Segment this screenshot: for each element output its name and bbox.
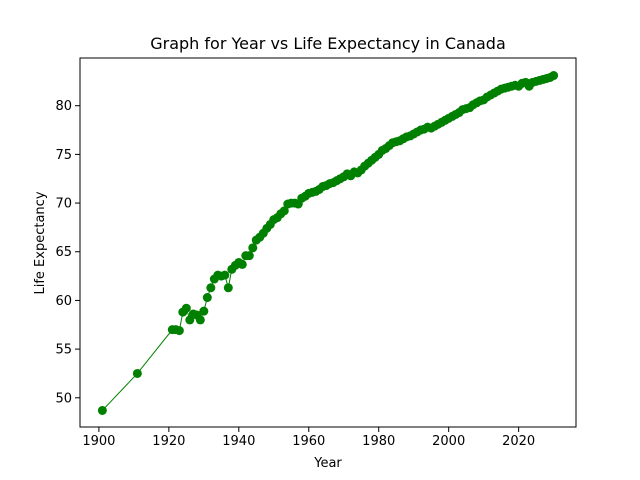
x-axis-label: Year [313, 456, 342, 471]
x-tick-label: 1900 [82, 434, 115, 449]
x-tick-label: 2000 [432, 434, 465, 449]
y-tick-label: 65 [55, 245, 72, 260]
data-point [203, 293, 212, 302]
data-point [133, 369, 142, 378]
data-point [98, 406, 107, 415]
data-point [245, 251, 254, 260]
data-point [199, 307, 208, 316]
y-tick-label: 60 [55, 294, 72, 309]
data-point [549, 71, 558, 80]
data-point [175, 326, 184, 335]
x-tick-label: 1960 [292, 434, 325, 449]
y-tick-label: 50 [55, 391, 72, 406]
y-tick-label: 80 [55, 99, 72, 114]
x-tick-label: 1940 [222, 434, 255, 449]
y-axis-label: Life Expectancy [33, 191, 48, 294]
data-point [224, 283, 233, 292]
y-tick-label: 55 [55, 343, 72, 358]
chart-title: Graph for Year vs Life Expectancy in Can… [150, 34, 506, 53]
data-point [196, 315, 205, 324]
data-point [248, 243, 257, 252]
data-point [220, 271, 229, 280]
data-point [206, 283, 215, 292]
y-tick-label: 75 [55, 148, 72, 163]
x-tick-label: 1980 [362, 434, 395, 449]
x-tick-label: 2020 [502, 434, 535, 449]
data-point [238, 260, 247, 269]
y-tick-label: 70 [55, 197, 72, 212]
x-tick-label: 1920 [152, 434, 185, 449]
data-point [182, 304, 191, 313]
